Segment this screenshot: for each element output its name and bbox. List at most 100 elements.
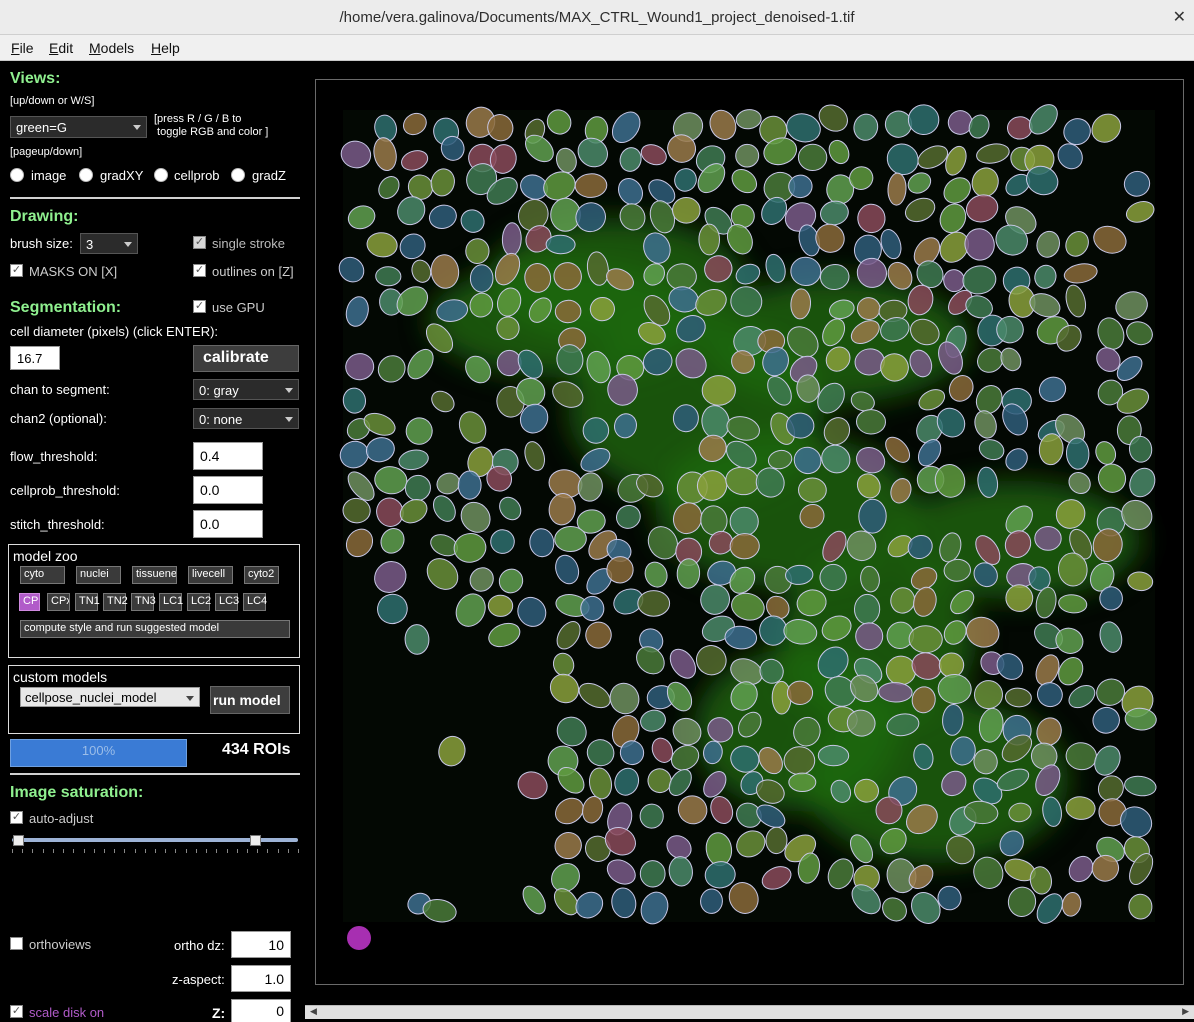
custom-model-select[interactable]: cellpose_nuclei_model	[20, 687, 200, 707]
cell-mask	[1068, 471, 1091, 495]
cell-mask	[666, 681, 693, 712]
diameter-label: cell diameter (pixels) (click ENTER):	[10, 324, 219, 339]
cell-mask	[999, 830, 1024, 857]
menu-help[interactable]: Help	[151, 40, 180, 56]
cellprob-threshold-input[interactable]	[193, 476, 263, 504]
cell-mask	[851, 884, 881, 915]
run-model-button[interactable]: run model	[210, 686, 290, 714]
brush-size-select[interactable]: 3	[80, 233, 138, 254]
cell-mask	[786, 680, 814, 706]
scale-disk-label: scale disk on	[29, 1005, 105, 1020]
use-gpu-checkbox[interactable]: ✓	[193, 300, 206, 313]
image-viewer[interactable]	[315, 79, 1184, 985]
cell-mask	[556, 621, 581, 650]
cell-mask	[729, 506, 759, 537]
chan2-select[interactable]: 0: none	[193, 408, 299, 429]
saturation-slider-track[interactable]	[12, 838, 298, 842]
outlines-on-checkbox[interactable]: ✓	[193, 264, 206, 277]
cell-mask	[995, 224, 1028, 256]
model-cyto-button[interactable]: cyto	[20, 566, 65, 584]
style-lc3-button[interactable]: LC3	[215, 593, 239, 611]
segmentation-image[interactable]	[316, 80, 1183, 984]
scroll-right-icon[interactable]: ▶	[1182, 1006, 1189, 1016]
masks-on-checkbox[interactable]: ✓	[10, 264, 23, 277]
style-lc1-button[interactable]: LC1	[159, 593, 183, 611]
style-cp-button[interactable]: CP	[19, 593, 40, 611]
cell-mask	[943, 177, 971, 204]
cell-mask	[1042, 796, 1062, 827]
cell-mask	[1005, 505, 1033, 535]
close-icon[interactable]: ✕	[1172, 9, 1186, 26]
chan-select[interactable]: 0: gray	[193, 379, 299, 400]
style-lc2-button[interactable]: LC2	[187, 593, 211, 611]
cell-mask	[426, 558, 459, 590]
z-input[interactable]	[231, 999, 291, 1022]
style-tn1-button[interactable]: TN1	[75, 593, 100, 611]
menu-models[interactable]: Models	[89, 40, 135, 56]
style-tn2-button[interactable]: TN2	[103, 593, 128, 611]
radio-cellprob[interactable]	[154, 168, 168, 182]
slider-tick	[298, 849, 299, 853]
radio-gradz[interactable]	[231, 168, 245, 182]
cell-mask	[783, 746, 816, 776]
z-aspect-input[interactable]	[231, 965, 291, 992]
saturation-high-handle[interactable]	[250, 835, 262, 846]
cell-mask	[1091, 854, 1120, 882]
flow-threshold-input[interactable]	[193, 442, 263, 470]
stitch-threshold-input[interactable]	[193, 510, 263, 538]
cell-mask	[962, 265, 997, 295]
chevron-down-icon	[124, 242, 132, 247]
model-nuclei-button[interactable]: nuclei	[76, 566, 121, 584]
auto-adjust-checkbox[interactable]: ✓	[10, 811, 23, 824]
menu-file[interactable]: File	[11, 40, 34, 56]
cell-mask	[604, 826, 636, 856]
model-tissuenet-button[interactable]: tissuenet	[132, 566, 177, 584]
cell-mask	[910, 318, 940, 346]
slider-tick	[267, 849, 269, 853]
single-stroke-label: single stroke	[212, 236, 285, 251]
style-tn3-button[interactable]: TN3	[131, 593, 156, 611]
horizontal-scrollbar[interactable]: ◀ ▶	[305, 1005, 1194, 1019]
cell-mask	[817, 744, 850, 767]
chevron-down-icon	[186, 696, 194, 701]
saturation-low-handle[interactable]	[12, 835, 24, 846]
cell-mask	[651, 737, 674, 763]
cell-mask	[704, 861, 736, 889]
cell-mask	[787, 326, 819, 358]
view-channel-select[interactable]: green=G	[10, 116, 147, 138]
orthoviews-checkbox[interactable]	[10, 937, 23, 950]
cell-mask	[675, 348, 707, 379]
diameter-input[interactable]	[10, 346, 60, 370]
chan-label: chan to segment:	[10, 382, 110, 397]
cell-mask	[1116, 388, 1150, 414]
cell-mask	[850, 320, 880, 345]
cell-mask	[703, 771, 727, 798]
cell-mask	[363, 412, 396, 436]
radio-image[interactable]	[10, 168, 24, 182]
calibrate-button[interactable]: calibrate	[193, 345, 299, 372]
chan-value: 0: gray	[199, 383, 239, 398]
scroll-left-icon[interactable]: ◀	[310, 1006, 317, 1016]
radio-gradxy[interactable]	[79, 168, 93, 182]
cell-mask	[407, 348, 434, 380]
cell-mask	[913, 743, 934, 770]
suggest-model-button[interactable]: compute style and run suggested model	[20, 620, 290, 638]
style-cpx-button[interactable]: CPx	[47, 593, 70, 611]
single-stroke-checkbox[interactable]: ✓	[193, 236, 206, 249]
model-cyto2-button[interactable]: cyto2	[244, 566, 279, 584]
cell-mask	[853, 113, 879, 141]
ortho-dz-input[interactable]	[231, 931, 291, 958]
cell-mask	[788, 174, 813, 199]
cell-mask	[586, 350, 611, 384]
model-livecell-button[interactable]: livecell	[188, 566, 233, 584]
cell-mask	[1005, 448, 1028, 471]
menu-edit[interactable]: Edit	[49, 40, 74, 56]
cell-mask	[1035, 654, 1060, 686]
menu-bar: File Edit Models Help	[0, 35, 1194, 61]
cell-mask	[708, 530, 734, 555]
cell-mask	[978, 707, 1004, 743]
style-lc4-button[interactable]: LC4	[243, 593, 267, 611]
scale-disk-checkbox[interactable]: ✓	[10, 1005, 23, 1018]
cell-mask	[906, 804, 938, 835]
cell-mask	[557, 767, 585, 794]
